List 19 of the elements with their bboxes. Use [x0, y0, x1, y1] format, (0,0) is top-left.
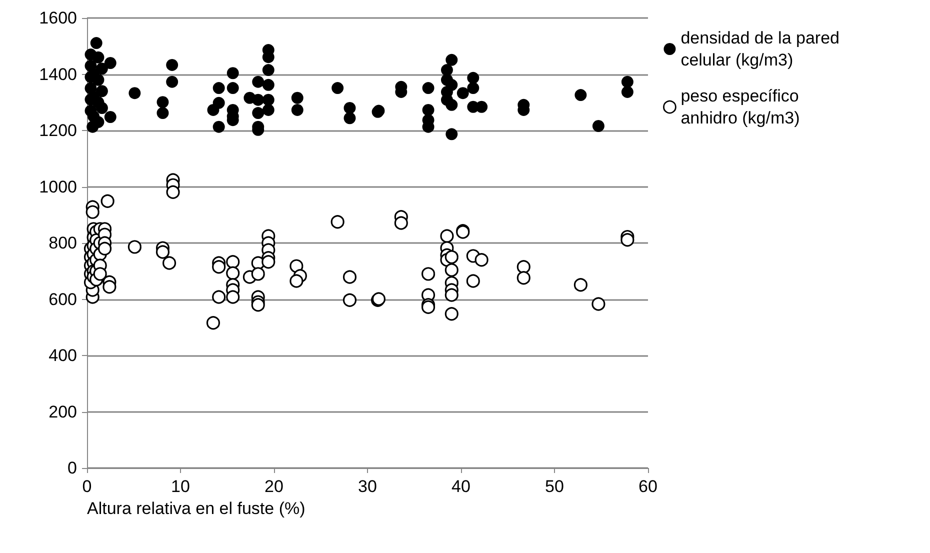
- y-tick-label: 600: [48, 290, 77, 309]
- x-tick-label: 50: [545, 477, 564, 496]
- y-tick-label: 0: [68, 458, 77, 478]
- x-tick-label: 60: [638, 477, 658, 496]
- y-tick-label: 800: [48, 234, 77, 252]
- x-tick-label: 10: [171, 477, 190, 496]
- x-tick-label: 20: [264, 477, 284, 496]
- legend-label: peso específico anhidro (kg/m3): [680, 86, 804, 128]
- y-tick-label: 1000: [39, 177, 77, 196]
- y-tick-label: 200: [48, 402, 77, 422]
- x-tick-label: 0: [82, 477, 92, 496]
- x-axis-title: Altura relativa en el fuste (%): [87, 499, 306, 518]
- x-tick-label: 30: [358, 477, 377, 496]
- y-tick-label: 1200: [39, 121, 77, 140]
- y-tick-label: 1600: [39, 8, 77, 28]
- legend-label: densidad de la pared celular (kg/m3): [680, 28, 844, 70]
- y-tick-label: 1400: [39, 64, 77, 84]
- x-tick-label: 40: [452, 477, 470, 496]
- y-tick-label: 400: [48, 346, 77, 365]
